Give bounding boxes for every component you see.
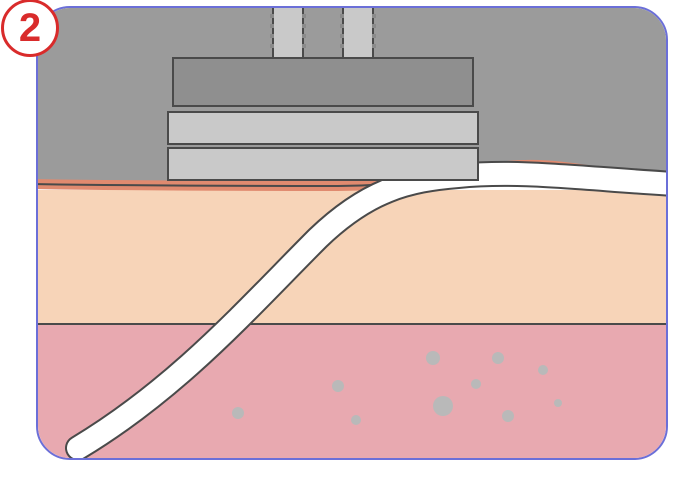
cross-section-illustration [38,8,666,458]
diagram-panel [36,6,668,460]
step-number-badge: 2 [1,0,59,57]
diagram-container: 2 [0,0,698,500]
step-number-label: 2 [19,6,41,51]
